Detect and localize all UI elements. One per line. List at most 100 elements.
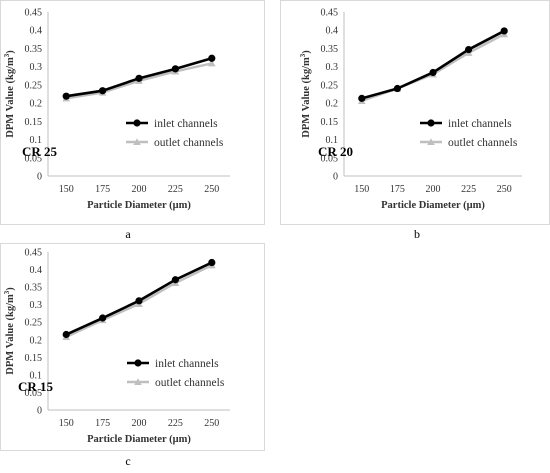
y-axis-title: DPM Value (kg/m3)	[3, 287, 16, 375]
data-point	[99, 314, 107, 322]
y-tick-label: 0.1	[30, 370, 43, 381]
y-tick-label: 0.3	[326, 62, 339, 73]
legend-marker	[427, 119, 435, 127]
data-point	[208, 54, 216, 62]
y-tick-label: 0.25	[321, 80, 339, 91]
x-tick-label: 250	[204, 184, 219, 195]
y-tick-label: 0	[37, 406, 42, 417]
data-point	[171, 65, 179, 73]
series-inlet-channels	[62, 54, 216, 100]
y-tick-label: 0.35	[321, 44, 339, 55]
x-tick-label: 225	[461, 184, 476, 195]
data-point	[135, 297, 143, 305]
legend-label: inlet channels	[155, 358, 219, 370]
cr-annotation: CR 20	[318, 144, 353, 159]
y-tick-label: 0.15	[25, 353, 43, 364]
y-tick-label: 0.05	[25, 388, 43, 399]
legend: inlet channels outlet channels	[127, 358, 225, 389]
y-axis-title-main: DPM Value (kg/m	[5, 57, 16, 138]
y-tick-label: 0.15	[321, 117, 339, 128]
data-point	[500, 27, 508, 35]
y-axis-title-close: )	[301, 50, 312, 54]
x-tick-label: 150	[59, 418, 74, 429]
panel-letter: c	[125, 454, 130, 468]
y-tick-label: 0.1	[30, 135, 43, 146]
x-tick-label: 200	[132, 184, 147, 195]
y-tick-label: 0.45	[321, 8, 339, 19]
y-axis-title-close: )	[5, 50, 16, 54]
data-point	[208, 59, 216, 67]
legend: inlet channels outlet channels	[126, 118, 224, 149]
y-tick-label: 0.4	[30, 265, 43, 276]
y-axis-title-superscript: 3	[3, 290, 11, 294]
y-tick-label: 0	[37, 172, 42, 183]
y-tick-label: 0.1	[326, 135, 339, 146]
data-point	[62, 92, 70, 100]
y-tick-label: 0.3	[30, 62, 43, 73]
legend-marker	[427, 138, 435, 146]
x-tick-label: 175	[95, 184, 110, 195]
panel-letter: b	[414, 227, 420, 241]
y-axis-title-close: )	[5, 287, 16, 291]
data-point	[358, 94, 366, 102]
x-tick-label: 150	[59, 184, 74, 195]
chart-frame	[280, 0, 550, 225]
cr-annotation: CR 15	[18, 379, 54, 394]
x-tick-label: 225	[168, 418, 183, 429]
chart-panel-c: 0 0.05 0.1 0.15 0.2 0.25 0.3 0.35 0.4 0.45 150 175 2…	[0, 243, 265, 451]
data-point	[465, 45, 473, 54]
y-axis-title-superscript: 3	[3, 53, 11, 57]
x-tick-label: 225	[168, 184, 183, 195]
x-tick-label: 150	[354, 184, 369, 195]
y-tick-label: 0.05	[321, 153, 339, 164]
x-tick-label: 175	[390, 184, 405, 195]
y-axis-title-main: DPM Value (kg/m	[5, 294, 16, 375]
data-point	[62, 330, 70, 339]
y-tick-label: 0.2	[30, 335, 43, 346]
legend-marker	[134, 378, 142, 386]
legend-marker	[134, 359, 142, 367]
x-tick-label: 200	[132, 418, 147, 429]
y-tick-label: 0.45	[25, 8, 43, 19]
data-point	[171, 276, 179, 284]
y-axis-title: DPM Value (kg/m3)	[3, 50, 16, 138]
y-tick-label: 0.05	[25, 153, 43, 164]
legend-label: inlet channels	[448, 118, 512, 130]
y-axis-title-superscript: 3	[299, 53, 307, 57]
legend-label: inlet channels	[154, 118, 218, 130]
y-tick-label: 0.35	[25, 283, 43, 294]
y-tick-label: 0.45	[25, 248, 43, 259]
y-tick-label: 0.2	[30, 99, 43, 110]
y-axis-title: DPM Value (kg/m3)	[299, 50, 312, 138]
legend-marker	[133, 119, 141, 127]
data-point	[208, 258, 216, 267]
legend-label: outlet channels	[154, 137, 224, 149]
legend-label: outlet channels	[448, 137, 518, 149]
y-tick-label: 0	[333, 172, 338, 183]
chart-panel-a: 0 0.05 0.1 0.15 0.2 0.25 0.3 0.35 0.4 0.45 150 175 2…	[0, 0, 265, 225]
x-axis-title: Particle Diameter (μm)	[87, 200, 191, 211]
y-tick-label: 0.15	[25, 117, 43, 128]
x-tick-label: 200	[426, 184, 441, 195]
data-point	[393, 84, 401, 93]
data-point	[135, 74, 143, 82]
chart-frame	[0, 243, 265, 451]
y-tick-label: 0.35	[25, 44, 43, 55]
x-axis-title: Particle Diameter (μm)	[381, 200, 485, 211]
x-tick-label: 250	[204, 418, 219, 429]
y-tick-label: 0.4	[326, 26, 339, 37]
cr-annotation: CR 25	[22, 144, 58, 159]
series-inlet-channels	[358, 27, 508, 102]
x-tick-label: 250	[497, 184, 512, 195]
legend: inlet channels outlet channels	[420, 118, 518, 149]
y-tick-label: 0.2	[326, 99, 339, 110]
panel-letter: a	[125, 227, 131, 241]
legend-marker	[133, 138, 141, 146]
y-axis-title-main: DPM Value (kg/m	[301, 57, 312, 138]
y-tick-label: 0.3	[30, 300, 43, 311]
chart-panel-b: 0 0.05 0.1 0.15 0.2 0.25 0.3 0.35 0.4 0.45 150 175 2…	[280, 0, 550, 225]
legend-label: outlet channels	[155, 377, 225, 389]
chart-frame	[0, 0, 265, 225]
y-tick-label: 0.4	[30, 26, 43, 37]
